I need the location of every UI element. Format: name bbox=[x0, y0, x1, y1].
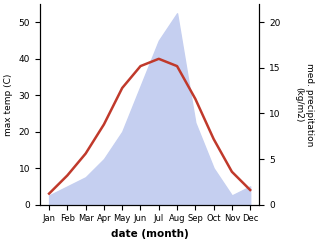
Y-axis label: med. precipitation
(kg/m2): med. precipitation (kg/m2) bbox=[294, 63, 314, 146]
X-axis label: date (month): date (month) bbox=[111, 229, 189, 239]
Y-axis label: max temp (C): max temp (C) bbox=[4, 73, 13, 136]
